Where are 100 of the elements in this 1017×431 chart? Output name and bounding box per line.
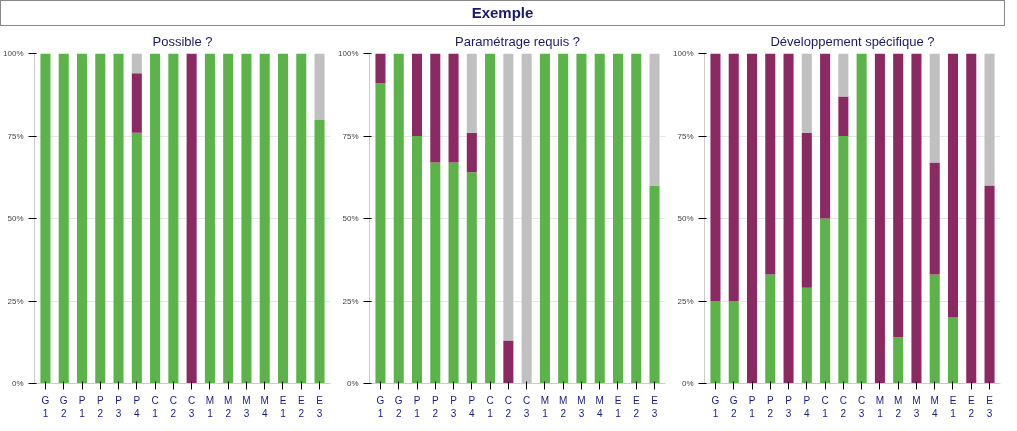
bar xyxy=(503,340,514,384)
x-tick-label: E 3 xyxy=(986,394,994,419)
x-tick-label: M 1 xyxy=(205,394,215,419)
text: Exemple xyxy=(471,3,534,23)
x-tick-label: M 3 xyxy=(242,394,251,419)
x-tick-label: M 2 xyxy=(224,394,233,419)
bar xyxy=(277,53,289,384)
bar xyxy=(594,53,605,384)
bar xyxy=(838,53,849,97)
x-tick-label: E 3 xyxy=(316,394,324,419)
x-tick-label: E 1 xyxy=(614,394,622,419)
y-tick-label: 100% xyxy=(3,49,24,58)
x-tick-label: P 2 xyxy=(431,394,439,419)
x-tick-label: P 2 xyxy=(766,394,774,419)
y-tick-label: 50% xyxy=(677,214,694,223)
y-tick-label: 100% xyxy=(673,49,694,58)
x-tick-label: C 2 xyxy=(839,394,847,419)
bar xyxy=(76,53,88,384)
bar xyxy=(150,53,161,384)
bar xyxy=(241,53,252,384)
x-tick-label: E 2 xyxy=(632,394,640,419)
x-tick-label: P 3 xyxy=(115,394,123,419)
bar xyxy=(947,53,959,318)
bar xyxy=(801,53,812,133)
bar xyxy=(728,53,739,301)
bar xyxy=(765,53,776,275)
bar xyxy=(411,136,423,384)
x-tick-label: M 2 xyxy=(894,394,903,419)
y-tick-label: 100% xyxy=(338,49,359,58)
x-tick-label: M 3 xyxy=(912,394,921,419)
x-tick-label: G 1 xyxy=(376,394,385,419)
x-tick-label: G 2 xyxy=(394,394,403,419)
bar xyxy=(375,83,386,384)
y-tick-label: 25% xyxy=(7,296,24,306)
x-tick-label: C 1 xyxy=(821,394,829,419)
bar xyxy=(893,337,904,384)
bar xyxy=(801,287,812,384)
x-tick-label: P 2 xyxy=(96,394,104,419)
x-tick-label: C 2 xyxy=(169,394,177,419)
y-tick-label: 25% xyxy=(677,296,694,306)
bar xyxy=(113,53,124,384)
bar xyxy=(874,53,885,384)
bar xyxy=(411,53,423,136)
y-tick-label: 50% xyxy=(342,214,359,223)
x-tick-label: P 1 xyxy=(78,394,86,419)
bar xyxy=(314,119,325,384)
bar xyxy=(765,274,776,384)
bar xyxy=(131,132,142,384)
y-tick-label: 75% xyxy=(677,131,694,141)
bar xyxy=(539,53,550,384)
bar xyxy=(448,53,459,163)
bar xyxy=(259,53,270,384)
bar xyxy=(911,53,922,384)
bar xyxy=(801,132,812,288)
x-tick-label: G 1 xyxy=(41,394,50,419)
y-tick-label: 75% xyxy=(342,131,359,141)
bar xyxy=(612,53,624,384)
bar xyxy=(820,53,831,219)
x-tick-label: M 4 xyxy=(260,394,269,419)
x-tick-label: G 2 xyxy=(59,394,68,419)
bar xyxy=(131,73,142,133)
bar xyxy=(186,53,197,384)
x-tick-label: M 4 xyxy=(930,394,939,419)
bar xyxy=(40,53,51,384)
x-tick-label: M 3 xyxy=(577,394,586,419)
bar xyxy=(783,53,794,384)
bar xyxy=(168,53,179,384)
bar xyxy=(296,53,307,384)
x-tick-label: C 3 xyxy=(523,394,531,419)
x-tick-label: E 3 xyxy=(651,394,659,419)
bar xyxy=(649,185,660,384)
bar xyxy=(984,53,995,186)
x-tick-label: E 2 xyxy=(967,394,975,419)
x-tick-label: P 1 xyxy=(748,394,756,419)
bar xyxy=(466,53,477,133)
bar xyxy=(838,136,849,384)
chart-title: Paramétrage requis ? xyxy=(454,33,581,49)
y-tick-label: 50% xyxy=(7,214,24,223)
bar xyxy=(710,53,721,301)
chart-title: Possible ? xyxy=(152,33,213,49)
x-tick-label: P 4 xyxy=(133,394,141,419)
x-tick-label: P 3 xyxy=(450,394,458,419)
bar xyxy=(448,162,459,384)
bar xyxy=(95,53,106,384)
x-tick-label: M 1 xyxy=(875,394,885,419)
x-tick-label: C 1 xyxy=(151,394,159,419)
y-tick-label: 0% xyxy=(11,379,24,388)
bar xyxy=(131,53,142,74)
bar xyxy=(710,301,721,384)
x-tick-label: C 2 xyxy=(504,394,512,419)
x-tick-label: C 1 xyxy=(486,394,494,419)
y-tick-label: 0% xyxy=(346,379,359,388)
bar xyxy=(223,53,234,384)
x-tick-label: P 4 xyxy=(468,394,476,419)
bar xyxy=(929,53,940,163)
bar xyxy=(576,53,587,384)
y-tick-label: 75% xyxy=(7,131,24,141)
bar xyxy=(838,96,849,136)
bar xyxy=(947,317,959,384)
bar xyxy=(393,53,404,384)
